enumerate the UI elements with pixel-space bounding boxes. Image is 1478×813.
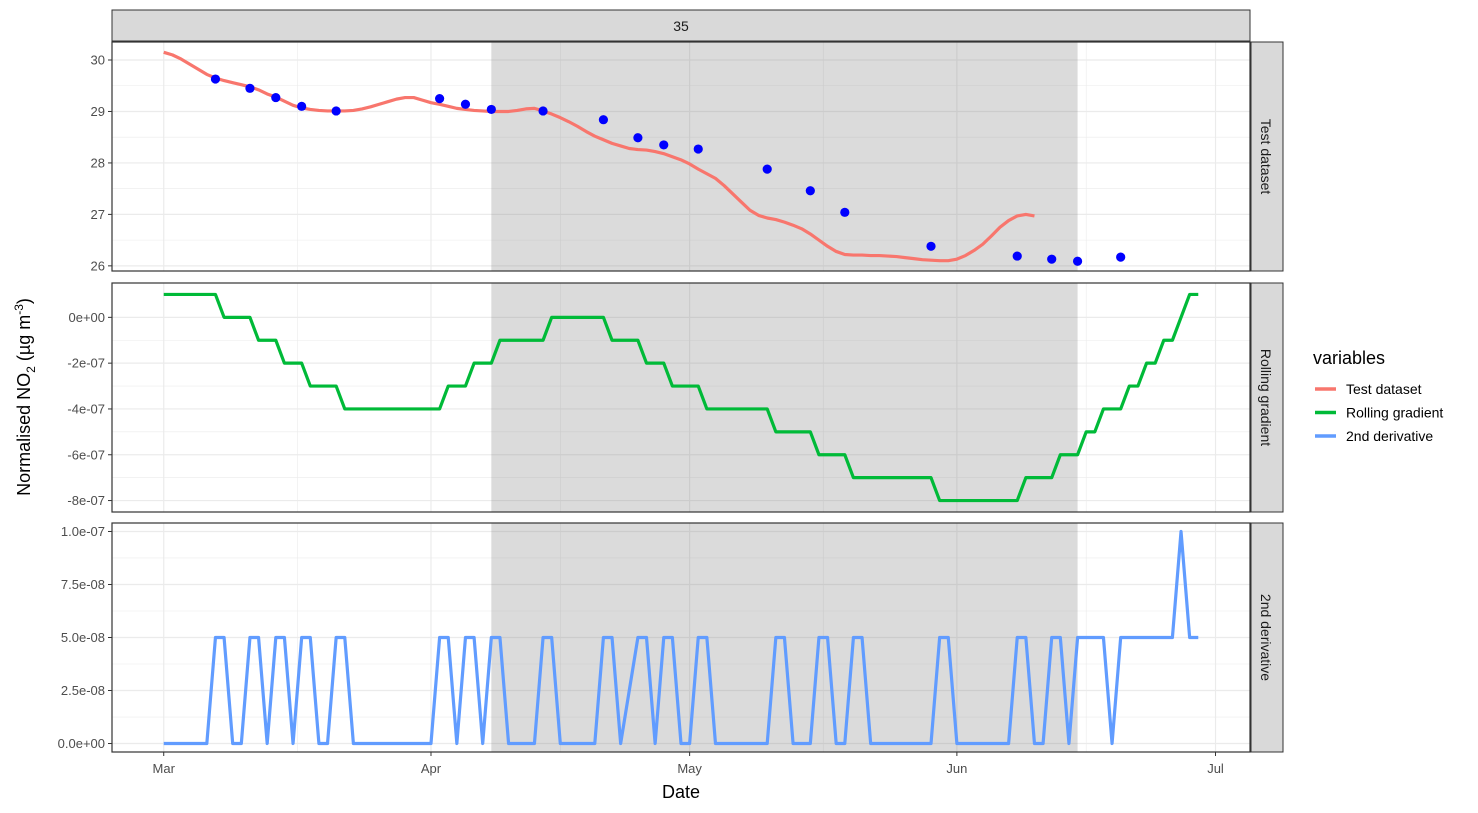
legend-label: 2nd derivative bbox=[1346, 428, 1433, 444]
legend-label: Rolling gradient bbox=[1346, 405, 1443, 421]
data-point bbox=[460, 99, 471, 109]
legend-item: Rolling gradient bbox=[1315, 405, 1443, 421]
panel-strip: 2nd derivative bbox=[1250, 522, 1284, 753]
panel-test-dataset: 26 27 28 29 30 Test dataset bbox=[91, 41, 1284, 273]
strip-background bbox=[1250, 522, 1284, 753]
data-point bbox=[271, 92, 281, 103]
y-tick-label: 5.0e-08 bbox=[61, 630, 105, 645]
data-point bbox=[659, 140, 669, 150]
shaded-region bbox=[491, 283, 1078, 512]
panel-strip: Test dataset bbox=[1250, 41, 1284, 272]
panel-background bbox=[112, 283, 1250, 512]
y-tick-label: 28 bbox=[91, 155, 105, 170]
legend-label: Test dataset bbox=[1346, 381, 1422, 397]
y-tick-label: -4e-07 bbox=[67, 401, 105, 416]
data-point bbox=[1116, 252, 1126, 262]
data-point bbox=[1012, 251, 1022, 261]
panel-strip: Rolling gradient bbox=[1250, 282, 1284, 513]
data-point bbox=[245, 83, 255, 93]
y-tick-label: -8e-07 bbox=[67, 493, 105, 508]
panels-layer: 26 27 28 29 30 Test dataset 0e+00 -2e-07 -4e-07 -… bbox=[58, 41, 1284, 753]
legend: variables Test dataset Rolling gradient 2n… bbox=[1313, 348, 1443, 444]
data-point bbox=[435, 94, 445, 104]
data-point bbox=[805, 186, 815, 196]
shaded-region bbox=[491, 42, 1078, 271]
data-point bbox=[633, 133, 643, 143]
legend-title: variables bbox=[1313, 348, 1385, 368]
y-tick-label: 0.0e+00 bbox=[58, 736, 105, 751]
y-tick-label: -2e-07 bbox=[67, 356, 105, 371]
legend-item: 2nd derivative bbox=[1315, 428, 1433, 444]
strip-background bbox=[1250, 41, 1284, 272]
y-tick-label: 7.5e-08 bbox=[61, 577, 105, 592]
y-tick-label: 29 bbox=[91, 104, 105, 119]
x-tick-label: Jun bbox=[946, 761, 967, 776]
x-tick-label: Apr bbox=[421, 761, 442, 776]
y-tick-label: 0e+00 bbox=[68, 310, 105, 325]
data-point bbox=[297, 101, 307, 111]
x-axis-title: Date bbox=[662, 782, 700, 802]
series-line bbox=[163, 292, 1199, 503]
data-point bbox=[538, 106, 548, 116]
facet-title: 35 bbox=[673, 18, 689, 34]
data-point bbox=[1047, 254, 1057, 264]
x-tick-label: May bbox=[677, 761, 702, 776]
data-point bbox=[486, 104, 496, 115]
panel-rolling-gradient: 0e+00 -2e-07 -4e-07 -6e-07 -8e-07 Rolling gra… bbox=[67, 282, 1284, 513]
y-tick-label: 26 bbox=[91, 258, 105, 273]
panel-background bbox=[112, 42, 1250, 271]
data-point bbox=[926, 241, 936, 251]
data-point bbox=[210, 74, 221, 84]
x-tick-label: Mar bbox=[153, 761, 176, 776]
y-axis-title: Normalised NO2 (µg m-3) bbox=[12, 298, 38, 496]
y-tick-label: 30 bbox=[91, 53, 105, 68]
strip-background bbox=[1250, 282, 1284, 513]
strip-label: 2nd derivative bbox=[1258, 594, 1274, 681]
data-point bbox=[1072, 256, 1083, 266]
data-point bbox=[693, 144, 703, 154]
strip-label: Rolling gradient bbox=[1258, 349, 1274, 446]
x-tick-label: Jul bbox=[1207, 761, 1224, 776]
data-point bbox=[840, 207, 850, 217]
panel-border bbox=[111, 41, 1251, 272]
data-point bbox=[331, 106, 341, 116]
y-tick-label: 27 bbox=[91, 207, 105, 222]
data-point bbox=[762, 164, 772, 174]
legend-item: Test dataset bbox=[1315, 381, 1422, 397]
panel-2nd-derivative: 0.0e+00 2.5e-08 5.0e-08 7.5e-08 1.0e-07 2nd d… bbox=[58, 522, 1284, 753]
series-line bbox=[163, 529, 1199, 746]
y-tick-label: 1.0e-07 bbox=[61, 524, 105, 539]
y-tick-label: 2.5e-08 bbox=[61, 683, 105, 698]
panel-border bbox=[111, 282, 1251, 513]
data-point bbox=[598, 115, 609, 125]
x-axis: Mar Apr May Jun Jul bbox=[153, 752, 1224, 776]
y-tick-label: -6e-07 bbox=[67, 447, 105, 462]
facet-strip-top: 35 bbox=[111, 9, 1251, 42]
strip-label: Test dataset bbox=[1258, 119, 1274, 195]
series-line bbox=[163, 50, 1035, 263]
